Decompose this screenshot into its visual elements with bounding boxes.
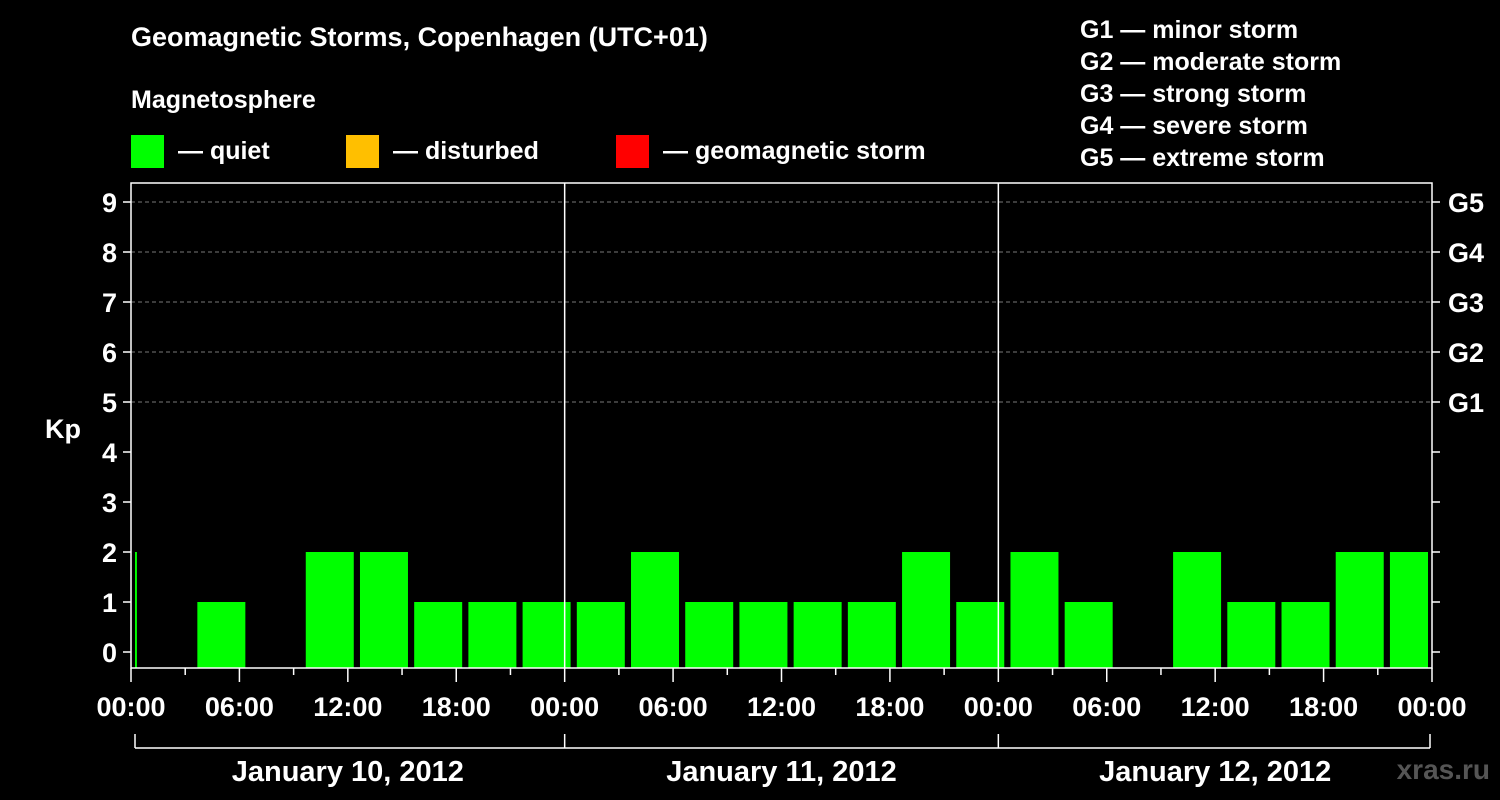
x-tick-label: 18:00: [855, 692, 924, 722]
legend-item-disturbed: — disturbed: [346, 134, 539, 168]
storm-level-g5: G5 — extreme storm: [1080, 144, 1325, 172]
y-tick-label: 8: [102, 238, 117, 268]
kp-bar: [902, 552, 951, 668]
storm-level-g3: G3 — strong storm: [1080, 80, 1307, 108]
x-tick-label: 06:00: [1072, 692, 1141, 722]
kp-bar: [956, 602, 1005, 668]
legend-label-disturbed: — disturbed: [393, 136, 539, 165]
x-tick-label: 00:00: [96, 692, 165, 722]
kp-bar: [468, 602, 517, 668]
kp-bar: [1064, 602, 1113, 668]
y-tick-label: 9: [102, 188, 117, 218]
x-tick-label: 12:00: [747, 692, 816, 722]
day-label: January 12, 2012: [1099, 756, 1331, 788]
x-tick-label: 12:00: [1181, 692, 1250, 722]
kp-bar: [414, 602, 463, 668]
storm-level-g1: G1 — minor storm: [1080, 16, 1299, 44]
legend-label-quiet: — quiet: [178, 136, 270, 165]
day-label: January 10, 2012: [232, 756, 464, 788]
storm-level-g4: G4 — severe storm: [1080, 112, 1308, 140]
legend-swatch-disturbed: [346, 134, 379, 168]
kp-bar: [305, 552, 354, 668]
x-tick-label: 18:00: [422, 692, 491, 722]
legend-label-storm: — geomagnetic storm: [663, 136, 926, 165]
legend-item-quiet: — quiet: [131, 134, 270, 168]
day-label: January 11, 2012: [666, 756, 897, 788]
g-level-label: G3: [1448, 288, 1484, 318]
storm-level-list: G1 — minor storm G2 — moderate storm G3 …: [1080, 14, 1341, 174]
y-axis-label: Kp: [45, 414, 81, 444]
g-level-label: G5: [1448, 188, 1484, 218]
legend-swatch-quiet: [131, 134, 164, 168]
y-tick-label: 5: [102, 388, 117, 418]
kp-bar: [359, 552, 408, 668]
x-tick-label: 00:00: [964, 692, 1033, 722]
x-tick-label: 00:00: [530, 692, 599, 722]
g-level-label: G1: [1448, 388, 1484, 418]
kp-bar: [576, 602, 625, 668]
kp-bar: [197, 602, 246, 668]
y-tick-label: 2: [102, 538, 117, 568]
kp-bar: [135, 552, 137, 668]
y-tick-label: 4: [102, 438, 117, 468]
x-tick-label: 06:00: [639, 692, 708, 722]
x-tick-label: 00:00: [1397, 692, 1466, 722]
kp-bar: [1227, 602, 1276, 668]
legend-swatch-storm: [616, 134, 649, 168]
y-tick-label: 0: [102, 638, 117, 668]
x-tick-label: 06:00: [205, 692, 274, 722]
kp-bar: [631, 552, 680, 668]
kp-bar: [1173, 552, 1222, 668]
kp-bar: [522, 602, 571, 668]
legend-item-storm: — geomagnetic storm: [616, 134, 926, 168]
kp-bar: [1335, 552, 1384, 668]
g-level-label: G2: [1448, 338, 1484, 368]
y-tick-label: 3: [102, 488, 117, 518]
kp-bar: [739, 602, 788, 668]
kp-bar: [847, 602, 896, 668]
x-tick-label: 12:00: [313, 692, 382, 722]
kp-bar: [685, 602, 734, 668]
x-tick-label: 18:00: [1289, 692, 1358, 722]
kp-bar: [1010, 552, 1059, 668]
y-tick-label: 6: [102, 338, 117, 368]
magnetosphere-label: Magnetosphere: [131, 86, 316, 114]
storm-level-g2: G2 — moderate storm: [1080, 48, 1342, 76]
y-tick-label: 1: [102, 588, 117, 618]
g-level-label: G4: [1448, 238, 1484, 268]
kp-bar: [1389, 552, 1428, 668]
chart-title: Geomagnetic Storms, Copenhagen (UTC+01): [131, 22, 708, 52]
kp-bar: [793, 602, 842, 668]
kp-bar: [1281, 602, 1330, 668]
y-tick-label: 7: [102, 288, 117, 318]
watermark: xras.ru: [1396, 754, 1490, 785]
